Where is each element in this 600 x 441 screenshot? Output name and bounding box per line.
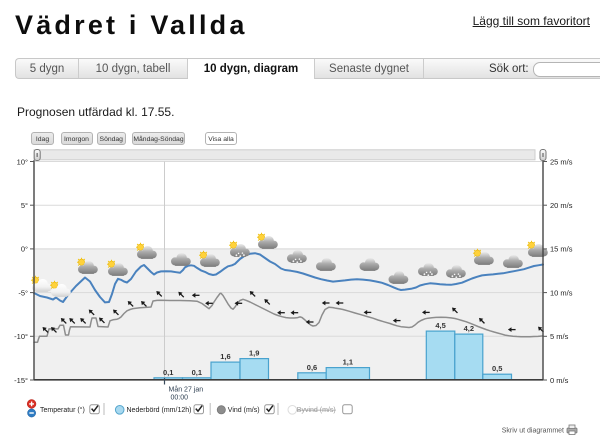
svg-text:Mån 27 jan: Mån 27 jan xyxy=(169,386,204,394)
svg-text:10 m/s: 10 m/s xyxy=(550,288,573,297)
svg-text:0,1: 0,1 xyxy=(192,368,202,377)
svg-text:5 m/s: 5 m/s xyxy=(550,332,569,341)
svg-text:1,6: 1,6 xyxy=(220,352,230,361)
svg-text:0 m/s: 0 m/s xyxy=(550,376,569,385)
svg-text:00:00: 00:00 xyxy=(171,395,189,402)
svg-text:0°: 0° xyxy=(21,245,28,254)
svg-text:Skriv ut diagrammet: Skriv ut diagrammet xyxy=(502,428,564,435)
svg-text:Byvind (m/s): Byvind (m/s) xyxy=(297,407,336,414)
svg-text:15 m/s: 15 m/s xyxy=(550,245,573,254)
svg-text:4,5: 4,5 xyxy=(435,321,445,330)
svg-text:4,2: 4,2 xyxy=(464,324,474,333)
svg-text:-5°: -5° xyxy=(18,288,28,297)
svg-text:10°: 10° xyxy=(17,157,28,166)
svg-text:Vind (m/s): Vind (m/s) xyxy=(228,407,260,414)
svg-text:Nederbörd (mm/12h): Nederbörd (mm/12h) xyxy=(127,407,192,414)
svg-text:-10°: -10° xyxy=(14,332,28,341)
svg-text:-15°: -15° xyxy=(14,376,28,385)
svg-text:0,5: 0,5 xyxy=(492,364,502,373)
svg-text:1,1: 1,1 xyxy=(343,358,353,367)
svg-text:5°: 5° xyxy=(21,201,28,210)
svg-text:1,9: 1,9 xyxy=(249,349,259,358)
svg-text:25 m/s: 25 m/s xyxy=(550,157,573,166)
svg-text:20 m/s: 20 m/s xyxy=(550,201,573,210)
svg-text:Temperatur (°): Temperatur (°) xyxy=(40,406,85,414)
svg-text:0,6: 0,6 xyxy=(307,363,317,372)
svg-text:0,1: 0,1 xyxy=(163,368,173,377)
